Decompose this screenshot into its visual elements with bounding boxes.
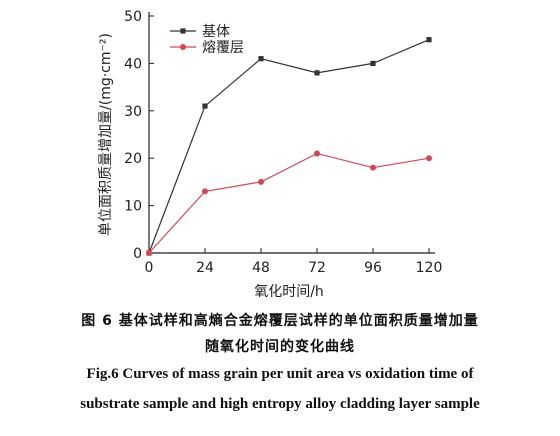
data-point xyxy=(258,56,264,62)
x-axis-label: 氧化时间/h xyxy=(254,284,324,300)
y-tick-label: 40 xyxy=(124,56,142,72)
caption-zh-line-2: 随氧化时间的变化曲线 xyxy=(205,339,355,355)
x-tick-label: 120 xyxy=(416,260,443,276)
data-point xyxy=(314,150,320,157)
data-point xyxy=(202,103,208,109)
caption-en-line-1: Fig.6 Curves of mass grain per unit area… xyxy=(86,366,474,382)
legend-label: 基体 xyxy=(202,23,230,40)
x-tick-label: 72 xyxy=(308,260,326,276)
x-tick-label: 96 xyxy=(364,260,382,276)
y-tick-label: 50 xyxy=(124,9,142,25)
plot-area xyxy=(146,37,432,256)
y-axis-label: 单位面积质量增加量/(mg·cm⁻²) xyxy=(98,33,114,236)
y-tick-label: 30 xyxy=(124,104,142,120)
series-line-0 xyxy=(148,39,430,254)
x-tick-label: 0 xyxy=(145,260,154,276)
data-point xyxy=(314,70,320,76)
y-tick-label: 10 xyxy=(124,199,142,215)
data-point xyxy=(258,178,264,185)
data-point xyxy=(370,164,376,171)
y-tick-label: 20 xyxy=(124,151,142,167)
caption-en-line-2: substrate sample and high entropy alloy … xyxy=(80,396,480,412)
data-point xyxy=(370,60,376,66)
caption-zh-line-1: 图 6 基体试样和高熵合金熔覆层试样的单位面积质量增加量 xyxy=(81,313,479,329)
axes: 0 24 48 72 96 120 0 10 20 30 40 50 xyxy=(124,9,442,276)
legend-label: 熔覆层 xyxy=(202,40,244,56)
legend-marker xyxy=(180,28,186,34)
x-tick-label: 48 xyxy=(252,260,270,276)
data-point xyxy=(426,37,432,43)
legend-marker xyxy=(180,44,186,50)
y-tick-label: 0 xyxy=(133,246,142,262)
data-point xyxy=(146,250,152,256)
data-point xyxy=(426,155,432,162)
series-line-1 xyxy=(148,152,430,254)
x-tick-label: 24 xyxy=(196,260,214,276)
data-point xyxy=(202,188,208,195)
